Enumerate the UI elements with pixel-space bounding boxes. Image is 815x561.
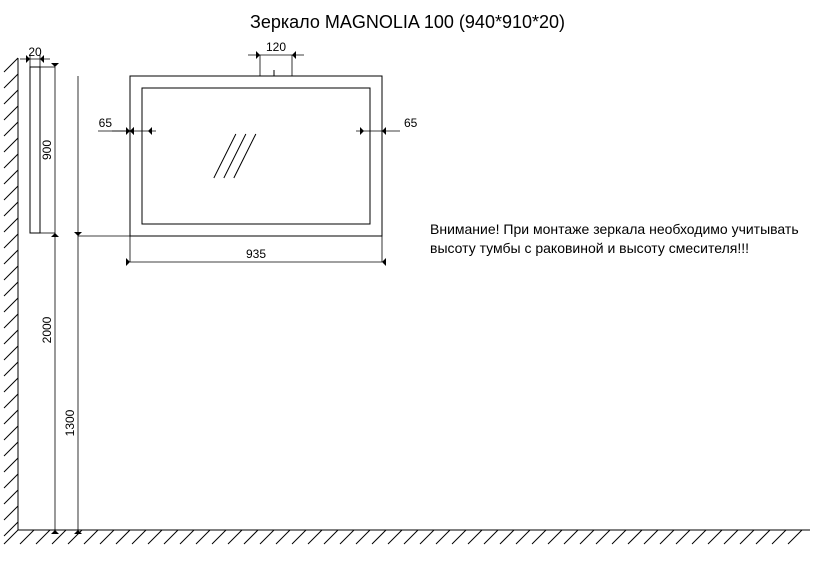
svg-text:1300: 1300	[63, 409, 77, 436]
technical-drawing: 20 900 2000 1300 120 65 65 935	[0, 0, 815, 561]
svg-text:2000: 2000	[40, 316, 54, 343]
svg-text:65: 65	[404, 116, 418, 130]
svg-text:20: 20	[28, 45, 42, 59]
svg-text:935: 935	[246, 247, 266, 261]
svg-text:65: 65	[99, 116, 113, 130]
svg-text:900: 900	[40, 140, 54, 160]
svg-text:120: 120	[266, 40, 286, 54]
